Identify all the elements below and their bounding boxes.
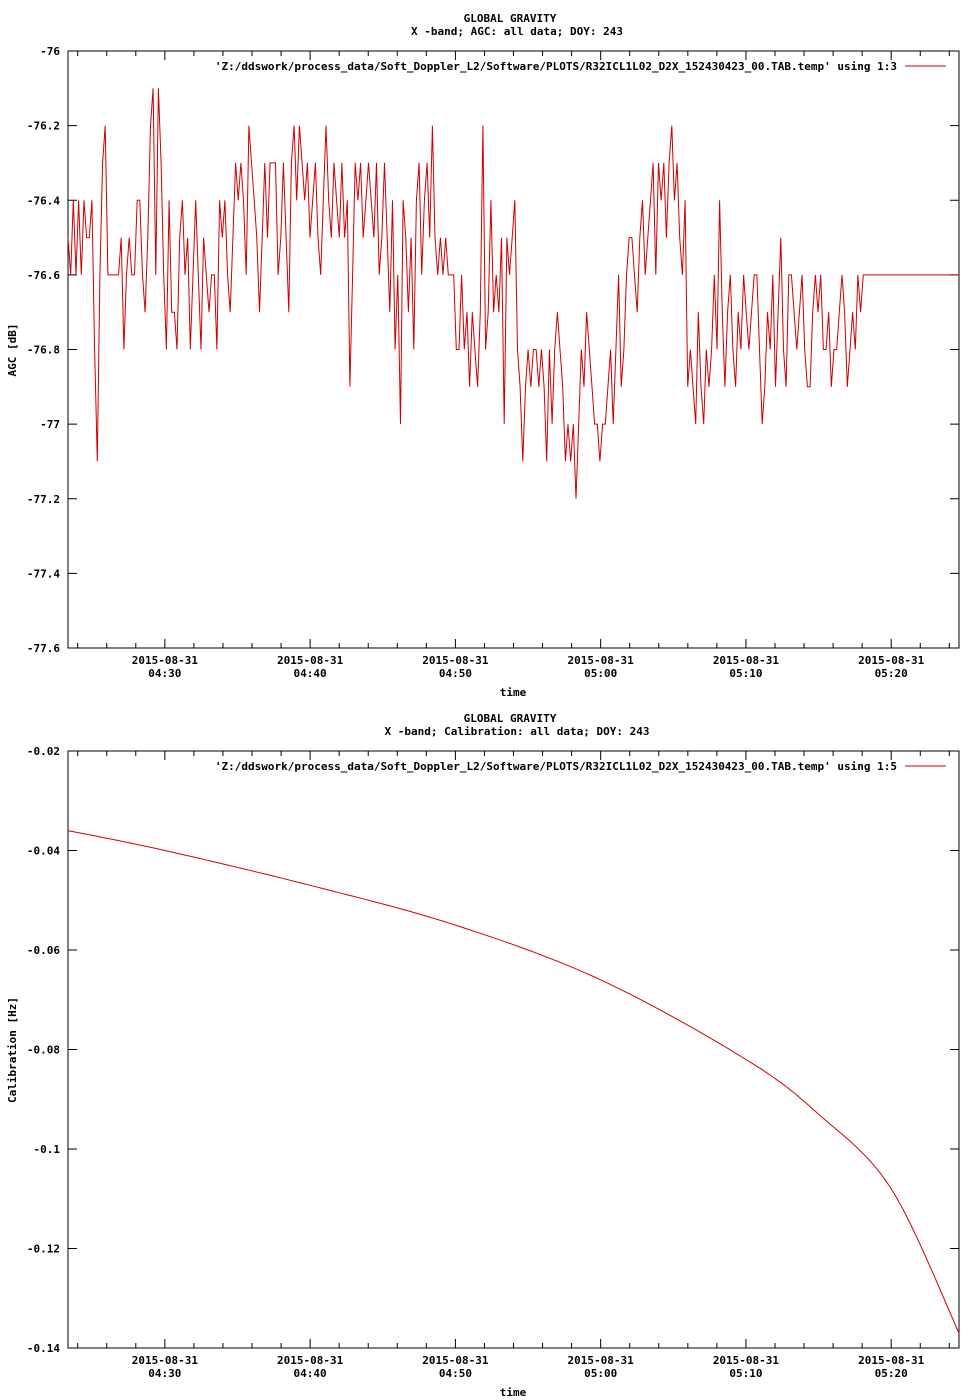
y-tick: -0.02 [27,745,959,758]
y-tick: -76.8 [27,344,959,357]
y-tick-label: -0.02 [27,745,60,758]
x-tick-time-label: 04:40 [294,667,327,680]
x-tick-date-label: 2015-08-31 [858,654,925,667]
chart-title: GLOBAL GRAVITY [464,12,557,25]
y-tick: -0.14 [27,1342,959,1355]
y-axis-ticks: -0.02 -0.04 -0.06 -0.08 -0.1 -0.12 -0.14 [27,745,959,1355]
x-tick-time-label: 05:10 [729,667,762,680]
y-tick-label: -76.2 [27,120,60,133]
y-tick-label: -76.6 [27,269,60,282]
x-tick-time-label: 04:30 [148,667,181,680]
y-tick-label: -77 [40,418,60,431]
y-tick: -76.2 [27,120,959,133]
legend: 'Z:/ddswork/process_data/Soft_Doppler_L2… [215,60,946,73]
chart-subtitle: X -band; Calibration: all data; DOY: 243 [385,725,650,738]
x-tick-date-label: 2015-08-31 [422,1354,489,1367]
x-tick-date-label: 2015-08-31 [568,1354,635,1367]
y-tick: -0.04 [27,845,959,858]
x-tick-time-label: 05:00 [584,667,617,680]
y-tick: -76 [40,45,959,58]
y-tick: -76.4 [27,194,959,207]
y-axis-label: Calibration [Hz] [6,997,19,1103]
y-tick: -77.6 [27,642,959,655]
y-axis-label: AGC [dB] [6,324,19,377]
x-axis-ticks: 2015-08-3104:302015-08-3104:402015-08-31… [77,751,950,1380]
series-line-calibration [67,830,960,1334]
x-tick-time-label: 04:50 [439,667,472,680]
legend-entry-label: 'Z:/ddswork/process_data/Soft_Doppler_L2… [215,60,897,73]
x-tick-date-label: 2015-08-31 [858,1354,925,1367]
x-tick-time-label: 05:20 [875,1367,908,1380]
y-tick-label: -76.8 [27,344,60,357]
y-tick-label: -76.4 [27,194,60,207]
x-tick-date-label: 2015-08-31 [568,654,635,667]
y-tick-label: -77.4 [27,567,60,580]
calibration-chart: GLOBAL GRAVITY X -band; Calibration: all… [6,712,960,1399]
y-tick-label: -77.6 [27,642,60,655]
y-tick-label: -0.1 [34,1143,61,1156]
x-tick-date-label: 2015-08-31 [132,1354,199,1367]
x-tick-time-label: 04:30 [148,1367,181,1380]
y-tick: -77.4 [27,567,959,580]
y-tick: -0.1 [34,1143,959,1156]
y-tick: -0.12 [27,1243,959,1256]
y-tick-label: -0.06 [27,944,60,957]
y-tick: -77 [40,418,959,431]
y-tick: -0.06 [27,944,959,957]
y-axis-ticks: -76 -76.2 -76.4 -76.6 -76.8 -77 -77.2 -77.4 -77.… [27,45,959,655]
x-tick-date-label: 2015-08-31 [132,654,199,667]
x-tick-date-label: 2015-08-31 [277,1354,344,1367]
x-tick-time-label: 05:10 [729,1367,762,1380]
y-tick-label: -0.12 [27,1243,60,1256]
chart-title: GLOBAL GRAVITY [464,712,557,725]
chart-subtitle: X -band; AGC: all data; DOY: 243 [411,25,623,38]
legend: 'Z:/ddswork/process_data/Soft_Doppler_L2… [215,760,946,773]
y-tick-label: -77.2 [27,493,60,506]
y-tick-label: -0.08 [27,1044,60,1057]
agc-chart: GLOBAL GRAVITY X -band; AGC: all data; D… [6,12,960,699]
x-tick-time-label: 05:00 [584,1367,617,1380]
x-tick-time-label: 05:20 [875,667,908,680]
y-tick-label: -0.14 [27,1342,60,1355]
y-tick: -77.2 [27,493,959,506]
plot-frame [67,750,960,1349]
x-tick-date-label: 2015-08-31 [422,654,489,667]
series-line-agc [67,88,959,499]
y-tick: -0.08 [27,1044,959,1057]
x-tick-date-label: 2015-08-31 [713,654,780,667]
legend-entry-label: 'Z:/ddswork/process_data/Soft_Doppler_L2… [215,760,897,773]
y-tick-label: -76 [40,45,60,58]
x-tick-date-label: 2015-08-31 [277,654,344,667]
y-tick-label: -0.04 [27,845,60,858]
x-tick-time-label: 04:50 [439,1367,472,1380]
x-axis-ticks: 2015-08-3104:302015-08-3104:402015-08-31… [77,51,950,680]
x-tick-date-label: 2015-08-31 [713,1354,780,1367]
x-tick-time-label: 04:40 [294,1367,327,1380]
x-axis-label: time [500,1386,527,1399]
x-axis-label: time [500,686,527,699]
